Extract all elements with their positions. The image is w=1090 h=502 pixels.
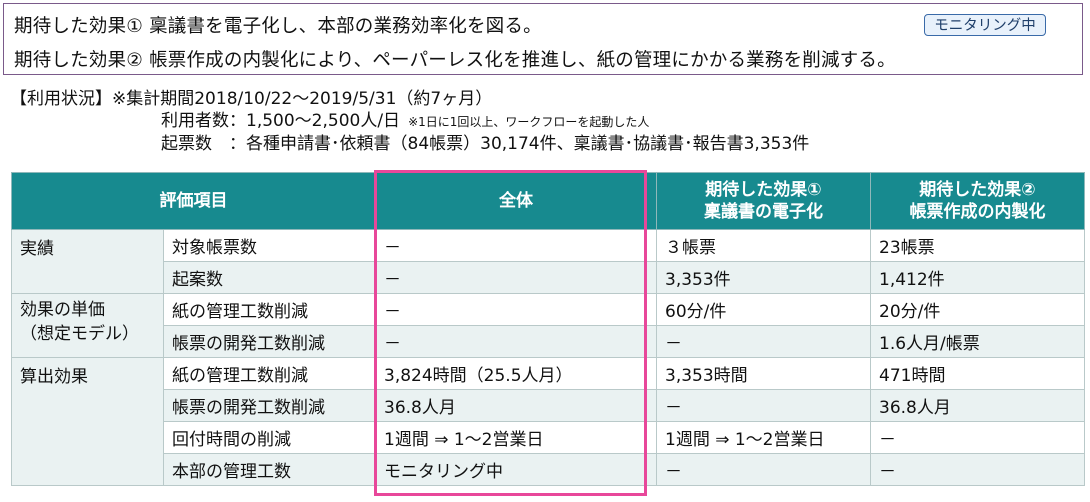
row-item: 紙の管理工数削減 <box>163 357 376 390</box>
table-row: 帳票の開発工数削減 36.8人月 － 36.8人月 <box>12 389 1085 422</box>
expected-effect-1: 期待した効果① 稟議書を電子化し、本部の業務効率化を図る。 <box>14 16 542 37</box>
row-item: 本部の管理工数 <box>163 453 376 486</box>
evaluation-table: 評価項目 全体 期待した効果① 稟議書の電子化 期待した効果② 帳票作成の内製化… <box>11 172 1085 486</box>
row-effect-1: 3,353時間 <box>656 357 871 390</box>
row-effect-2: 20分/件 <box>870 293 1085 326</box>
row-item: 対象帳票数 <box>163 229 376 262</box>
usage-drafts: 起票数 ：各種申請書･依頼書（84帳票）30,174件、稟議書･協議書･報告書3… <box>161 134 810 154</box>
row-total: － <box>375 229 657 262</box>
header-effect-2-line1: 期待した効果② <box>919 180 1036 200</box>
row-effect-2: 1,412件 <box>870 261 1085 294</box>
row-total: － <box>375 261 657 294</box>
expected-effects-box: 期待した効果① 稟議書を電子化し、本部の業務効率化を図る。 期待した効果② 帳票… <box>3 3 1083 75</box>
row-effect-1: － <box>656 325 871 358</box>
usage-period: 【利用状況】※集計期間2018/10/22～2019/5/31（約7ヶ月） <box>10 89 493 109</box>
row-effect-2: － <box>870 453 1085 486</box>
row-effect-2: 36.8人月 <box>870 389 1085 422</box>
row-total: 3,824時間（25.5人月） <box>375 357 657 390</box>
header-effect-2: 期待した効果② 帳票作成の内製化 <box>870 172 1085 230</box>
usage-users-note: ※1日に1回以上、ワークフローを起動した人 <box>408 115 650 129</box>
row-item: 帳票の開発工数削減 <box>163 389 376 422</box>
row-item: 回付時間の削減 <box>163 421 376 454</box>
header-total: 全体 <box>375 172 657 230</box>
row-item: 起案数 <box>163 261 376 294</box>
expected-effect-2: 期待した効果② 帳票作成の内製化により、ペーパーレス化を推進し、紙の管理にかかる… <box>14 50 896 71</box>
monitoring-badge: モニタリング中 <box>924 14 1046 36</box>
header-effect-1-line2: 稟議書の電子化 <box>704 202 823 222</box>
row-effect-2: 1.6人月/帳票 <box>870 325 1085 358</box>
row-effect-2: 23帳票 <box>870 229 1085 262</box>
row-effect-2: 471時間 <box>870 357 1085 390</box>
row-item: 帳票の開発工数削減 <box>163 325 376 358</box>
category-unit-price: 効果の単価 （想定モデル） <box>11 293 164 358</box>
row-total: － <box>375 325 657 358</box>
usage-users: 利用者数：1,500～2,500人/日 ※1日に1回以上、ワークフローを起動した人 <box>10 110 809 133</box>
table-row: 本部の管理工数 モニタリング中 － － <box>12 453 1085 486</box>
category-unit-price-line2: （想定モデル） <box>20 324 139 344</box>
row-effect-1: ３帳票 <box>656 229 871 262</box>
row-effect-1: － <box>656 389 871 422</box>
category-calculated-effect: 算出効果 <box>11 357 164 486</box>
table-row: 帳票の開発工数削減 － － 1.6人月/帳票 <box>12 325 1085 358</box>
row-effect-2: － <box>870 421 1085 454</box>
usage-status: 【利用状況】※集計期間2018/10/22～2019/5/31（約7ヶ月） 利用… <box>10 88 809 155</box>
usage-users-count: 利用者数：1,500～2,500人/日 <box>161 111 401 131</box>
table-row: 算出効果 紙の管理工数削減 3,824時間（25.5人月） 3,353時間 47… <box>11 357 1085 486</box>
row-effect-1: 60分/件 <box>656 293 871 326</box>
row-total: － <box>375 293 657 326</box>
table-row: 起案数 － 3,353件 1,412件 <box>12 261 1085 294</box>
row-total: 1週間 ⇒ 1～2営業日 <box>375 421 657 454</box>
row-effect-1: － <box>656 453 871 486</box>
row-effect-1: 3,353件 <box>656 261 871 294</box>
table-row: 実績 対象帳票数 － ３帳票 23帳票 <box>11 229 1085 294</box>
category-unit-price-line1: 効果の単価 <box>20 300 105 320</box>
row-item: 紙の管理工数削減 <box>163 293 376 326</box>
table-row: 回付時間の削減 1週間 ⇒ 1～2営業日 1週間 ⇒ 1～2営業日 － <box>12 421 1085 454</box>
row-total: 36.8人月 <box>375 389 657 422</box>
header-effect-2-line2: 帳票作成の内製化 <box>909 202 1046 222</box>
header-evaluation-item: 評価項目 <box>11 172 376 230</box>
table-header-row: 評価項目 全体 期待した効果① 稟議書の電子化 期待した効果② 帳票作成の内製化 <box>11 172 1085 230</box>
header-effect-1-line1: 期待した効果① <box>705 180 822 200</box>
table-row: 効果の単価 （想定モデル） 紙の管理工数削減 － 60分/件 20分/件 <box>11 293 1085 358</box>
header-effect-1: 期待した効果① 稟議書の電子化 <box>656 172 871 230</box>
category-results: 実績 <box>11 229 164 294</box>
row-total: モニタリング中 <box>375 453 657 486</box>
evaluation-table-wrapper: 評価項目 全体 期待した効果① 稟議書の電子化 期待した効果② 帳票作成の内製化… <box>11 172 1085 486</box>
row-effect-1: 1週間 ⇒ 1～2営業日 <box>656 421 871 454</box>
